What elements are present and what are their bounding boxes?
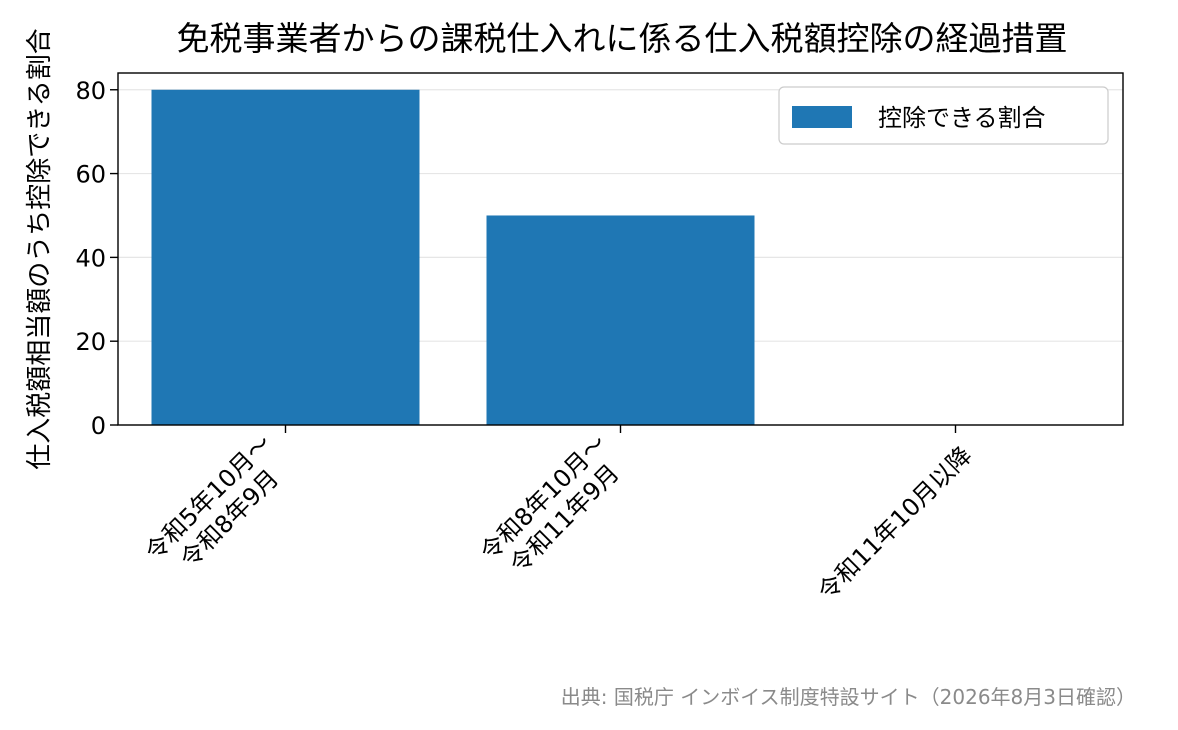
x-tick-label: 令和8年10月～令和11年9月 (475, 429, 625, 579)
source-note: 出典: 国税庁 インボイス制度特設サイト（2026年8月3日確認） (561, 685, 1136, 709)
y-tick-label: 60 (75, 161, 106, 189)
bars (151, 89, 755, 425)
bar (151, 89, 420, 425)
legend-label: 控除できる割合 (878, 104, 1046, 132)
y-tick-label: 20 (75, 328, 106, 356)
y-tick-label: 80 (75, 77, 106, 105)
x-tick-label-line: 令和11年10月以降 (813, 441, 978, 606)
y-tick-label: 0 (91, 412, 106, 440)
legend-swatch (792, 106, 852, 128)
x-axis-ticks: 令和5年10月～令和8年9月 令和8年10月～令和11年9月 令和11年10月以降 (140, 425, 978, 606)
x-tick-label: 令和11年10月以降 (813, 441, 978, 606)
bar (486, 215, 755, 425)
legend: 控除できる割合 (778, 86, 1109, 145)
y-axis-ticks: 0 20 40 60 80 (75, 77, 118, 440)
x-tick-label: 令和5年10月～令和8年9月 (140, 429, 284, 573)
y-axis-label: 仕入税額相当額のうち控除できる割合 (25, 28, 55, 469)
chart-title: 免税事業者からの課税仕入れに係る仕入税額控除の経過措置 (177, 19, 1068, 58)
y-tick-label: 40 (75, 244, 106, 272)
legend-frame (778, 86, 1109, 145)
